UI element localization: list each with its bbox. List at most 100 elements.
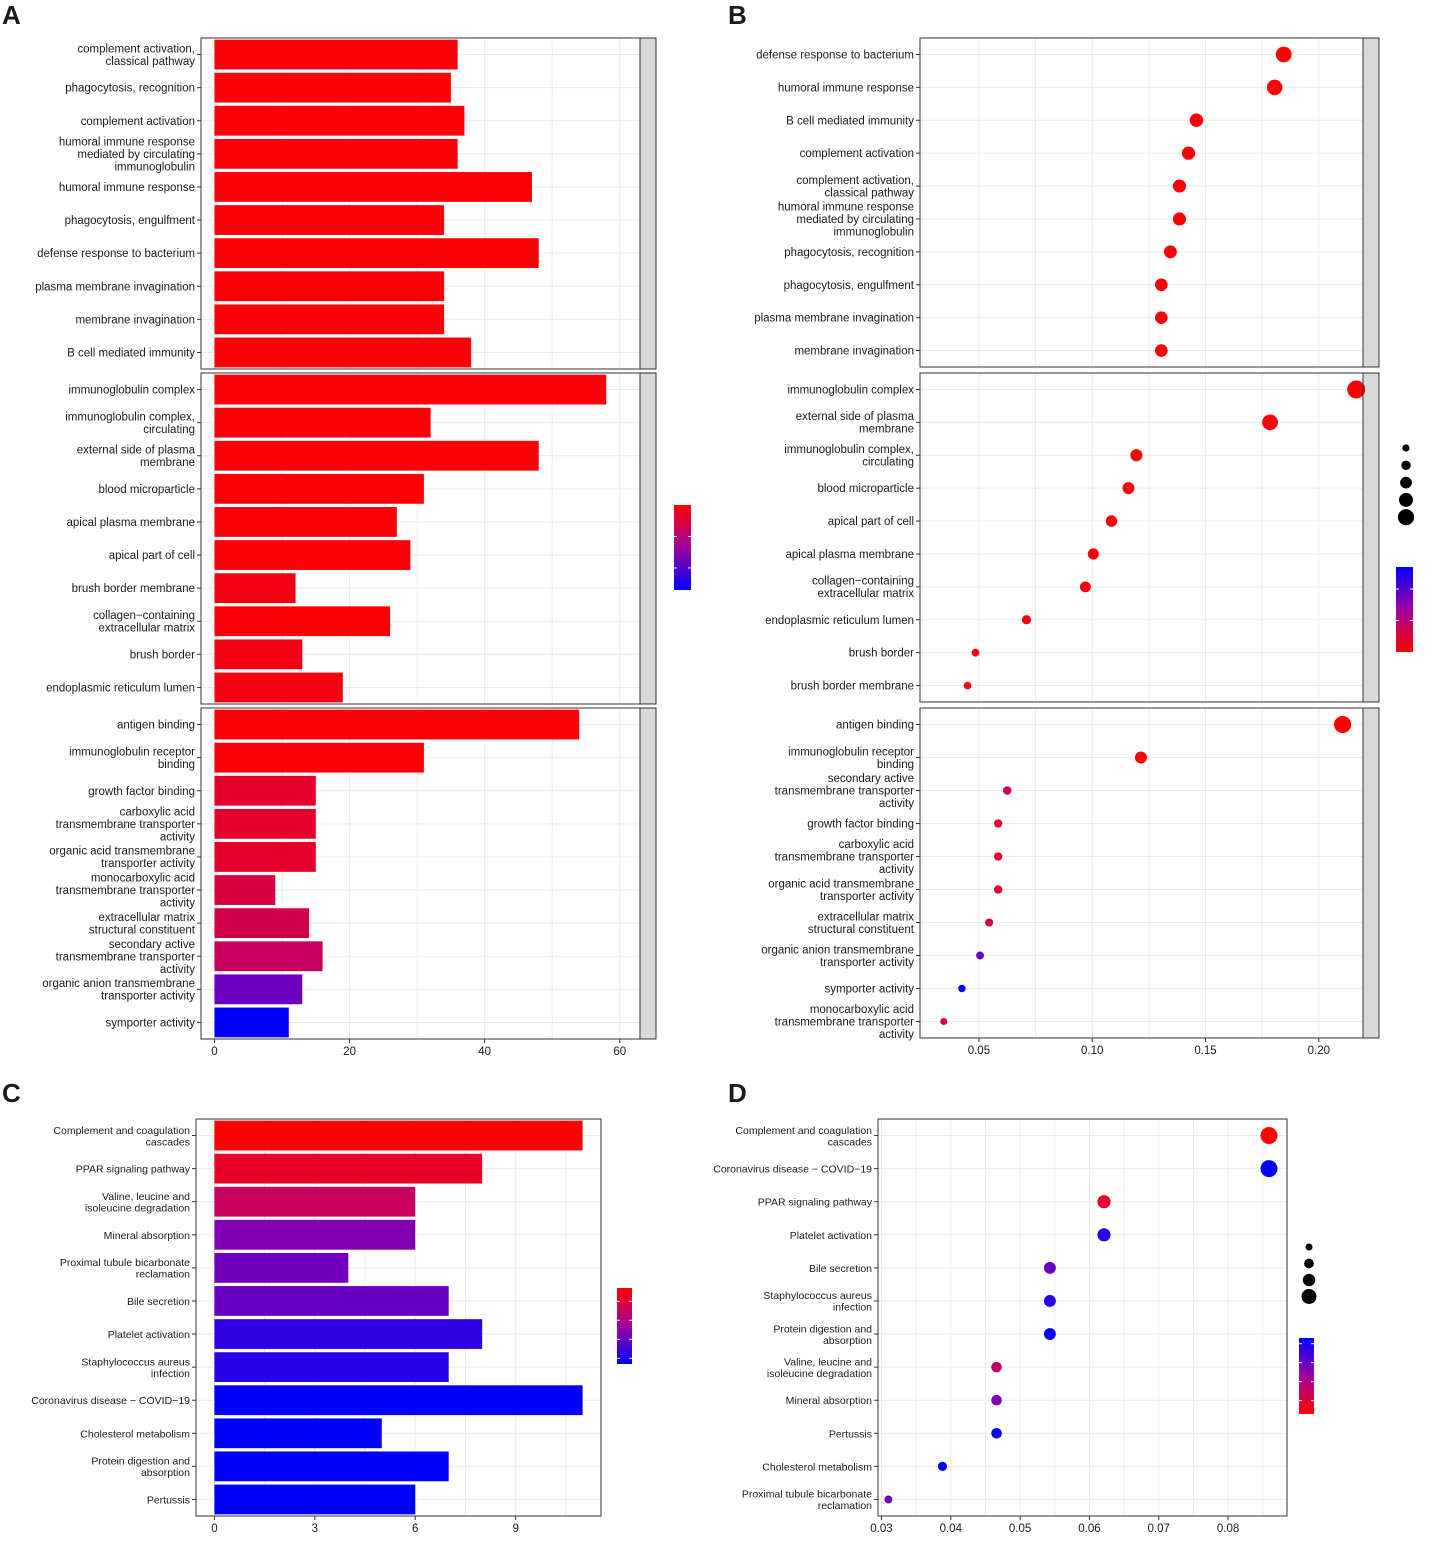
category-label: apical plasma membrane [67,517,195,529]
bar [214,639,303,670]
category-label: Bile secretion [809,1263,872,1275]
dot [1080,581,1091,593]
bar [214,1451,449,1482]
bar [214,473,424,504]
category-label: organic acid transmembrane transporter ac… [768,878,914,903]
x-tick-label: 6 [412,1523,418,1535]
dot [994,852,1003,861]
category-label: plasma membrane invagination [754,313,914,325]
category-label: symporter activity [106,1017,196,1029]
category-label: B cell mediated immunity [786,115,914,127]
bar [214,1352,449,1383]
category-label: Pertussis [147,1494,190,1506]
facet-strip [1362,372,1380,703]
category-label: plasma membrane invagination [35,281,195,293]
bar [214,941,323,972]
category-label: apical part of cell [828,516,914,528]
panel-border [919,37,1364,368]
category-label: complement activation, classical pathway [77,43,195,68]
category-label: Pertussis [829,1428,872,1440]
dot [1181,146,1196,160]
panel-border [919,707,1364,1039]
dot [1002,786,1012,795]
x-tick-label: 0.15 [1194,1045,1216,1057]
bar [214,1120,583,1151]
dot [991,1361,1002,1373]
dot [1163,245,1177,259]
category-label: complement activation [81,116,195,128]
x-tick-label: 0.08 [1217,1523,1239,1535]
category-label: extracellular matrix structural constitue… [89,912,196,937]
x-tick-label: 3 [312,1523,318,1535]
dot [1275,46,1292,63]
category-label: immunoglobulin complex [68,385,195,397]
category-label: immunoglobulin complex, circulating [65,411,195,436]
bar [214,507,397,537]
bar [214,1007,289,1038]
bar [214,775,316,806]
panel-b-go-dotplot: defense response to bacterium humoral imm… [754,37,1415,1057]
category-label: Complement and coagulation cascades [735,1125,872,1149]
bar [214,606,391,637]
category-label: Staphylococcus aureus infection [763,1290,872,1314]
category-label: growth factor binding [88,786,195,798]
bar [214,238,539,269]
x-tick-label: 0.05 [1009,1523,1031,1535]
bar [214,1484,416,1515]
colorbar [674,505,691,590]
dot [1043,1328,1056,1340]
dot [1097,1195,1111,1209]
x-tick-label: 20 [343,1046,356,1058]
bar [214,1252,349,1283]
panel-border [200,37,641,370]
category-label: immunoglobulin complex [787,384,914,396]
category-label: blood microparticle [98,484,195,496]
category-label: humoral immune response mediated by circu… [778,201,914,238]
panel-a-go-barplot: complement activation, classical pathway p… [35,37,691,1058]
category-label: PPAR signaling pathway [758,1197,873,1209]
category-label: apical plasma membrane [786,549,914,561]
dot [1155,278,1168,292]
size-legend-dot [1397,509,1415,526]
bar [214,304,445,335]
x-tick-label: 0 [211,1046,217,1058]
dot [1105,515,1118,527]
colorbar [1396,567,1413,652]
dot [1172,179,1186,193]
size-legend-dot [1302,1273,1316,1287]
dot [991,1428,1002,1439]
dot [1347,380,1366,399]
bar [214,72,451,103]
category-label: organic anion transmembrane transporter a… [42,978,195,1003]
bar [214,908,310,939]
category-label: antigen binding [836,720,914,732]
plot-background [920,38,1363,367]
colorbar [1299,1338,1314,1414]
x-tick-label: 9 [512,1523,518,1535]
x-tick-label: 0.04 [940,1523,963,1535]
bar [214,540,411,570]
bar [214,1186,416,1217]
dot [1087,548,1099,560]
category-label: Staphylococcus aureus infection [81,1356,190,1380]
bar [214,1153,483,1184]
dot [884,1495,893,1504]
dot [985,918,994,927]
category-label: Valine, leucine and isoleucine degradatio… [767,1356,872,1380]
bar [214,172,532,202]
category-label: Coronavirus disease − COVID−19 [31,1395,190,1407]
x-tick-label: 40 [478,1046,491,1058]
panel-label-d: D [728,1078,747,1108]
bar [214,138,458,169]
category-label: extracellular matrix structural constitue… [808,911,915,936]
bar [214,105,465,136]
category-label: secondary active transmembrane transporte… [56,939,196,976]
bar [214,440,539,471]
category-label: Coronavirus disease − COVID−19 [713,1164,872,1176]
category-label: complement activation, classical pathway [796,175,914,200]
panel-border [200,707,641,1040]
category-label: endoplasmic reticulum lumen [46,682,195,694]
category-label: brush border membrane [791,681,914,693]
facet-strip [639,37,657,370]
